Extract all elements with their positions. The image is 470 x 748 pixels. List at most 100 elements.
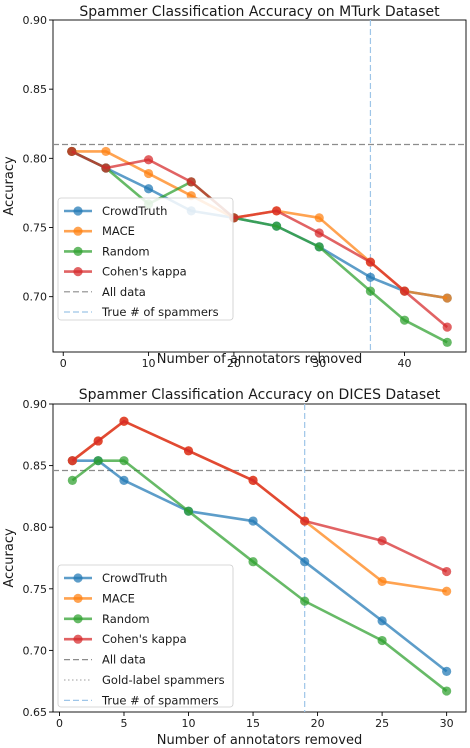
data-point-cohen-s-kappa	[186, 177, 196, 187]
plot-frame	[52, 19, 467, 353]
legend-marker-mace	[73, 593, 83, 604]
series-line-crowdtruth	[72, 459, 448, 673]
x-tick-label: 10	[182, 717, 196, 730]
legend-marker-mace	[73, 226, 83, 236]
legend: CrowdTruth MACE Random Cohen's kappa All dat…	[57, 197, 234, 321]
y-tick-label: 0.90	[23, 14, 48, 27]
legend-label-random: Random	[102, 244, 150, 258]
y-tick-label: 0.80	[23, 521, 48, 534]
x-tick-label: 40	[398, 357, 412, 370]
data-point-cohen-s-kappa	[442, 322, 452, 332]
data-point-random	[442, 337, 452, 347]
x-tick-label: 30	[312, 357, 326, 370]
data-point-cohen-s-kappa	[377, 536, 387, 546]
legend-label-mace: MACE	[102, 224, 135, 238]
data-point-cohen-s-kappa	[93, 436, 103, 446]
data-point-random	[442, 686, 452, 696]
y-tick-label: 0.70	[23, 644, 48, 657]
legend-label-random: Random	[102, 612, 150, 626]
legend-label-true-of-spammers: True # of spammers	[101, 305, 219, 319]
legend-label-crowdtruth: CrowdTruth	[102, 204, 167, 218]
data-point-cohen-s-kappa	[399, 286, 410, 296]
data-point-cohen-s-kappa	[365, 257, 376, 267]
data-point-random	[67, 475, 77, 485]
chart-title: Spammer Classification Accuracy on MTurk…	[79, 4, 440, 20]
data-point-random	[365, 286, 376, 296]
data-point-random	[119, 456, 129, 466]
legend-marker-random	[73, 246, 83, 256]
data-point-cohen-s-kappa	[101, 163, 111, 173]
y-axis-label: Accuracy	[2, 528, 17, 588]
chart-dices: Spammer Classification Accuracy on DICES…	[2, 387, 467, 748]
y-tick-label: 0.75	[23, 222, 48, 235]
data-point-cohen-s-kappa	[314, 228, 324, 238]
legend-label-cohen-s-kappa: Cohen's kappa	[102, 265, 187, 279]
legend-label-all-data: All data	[102, 653, 146, 667]
series-line-random	[71, 150, 448, 344]
data-point-crowdtruth	[365, 272, 376, 282]
legend-box	[57, 197, 234, 321]
legend-marker-cohen-s-kappa	[73, 634, 83, 644]
x-tick-label: 20	[227, 357, 241, 370]
data-point-random	[300, 596, 310, 606]
legend-label-true-of-spammers: True # of spammers	[101, 693, 219, 707]
data-point-crowdtruth	[248, 516, 258, 526]
x-tick-label: 5	[120, 717, 127, 730]
x-tick-label: 25	[375, 717, 389, 730]
x-tick-label: 30	[440, 717, 454, 730]
x-axis-label: Number of annotators removed	[157, 352, 362, 367]
data-point-crowdtruth	[300, 557, 310, 567]
y-tick-label: 0.75	[23, 583, 48, 596]
x-tick-label: 10	[142, 357, 156, 370]
data-point-crowdtruth	[377, 616, 387, 626]
data-point-crowdtruth	[442, 666, 452, 676]
y-tick-label: 0.85	[23, 83, 48, 96]
data-point-cohen-s-kappa	[119, 416, 129, 426]
y-tick-label: 0.85	[23, 460, 48, 473]
x-tick-label: 0	[56, 717, 63, 730]
series-line-cohen-s-kappa	[71, 419, 448, 573]
y-tick-label: 0.70	[23, 291, 48, 304]
data-point-crowdtruth	[119, 475, 129, 485]
legend-marker-crowdtruth	[73, 573, 83, 583]
legend-marker-random	[73, 614, 83, 624]
chart-mturk: Spammer Classification Accuracy on MTurk…	[2, 4, 467, 370]
data-point-mace	[314, 213, 324, 223]
y-axis-label: Accuracy	[2, 156, 17, 216]
data-point-cohen-s-kappa	[248, 475, 258, 485]
data-point-crowdtruth	[143, 184, 154, 194]
data-point-random	[183, 506, 194, 516]
data-point-mace	[442, 293, 452, 303]
x-tick-label: 0	[60, 357, 67, 370]
data-point-cohen-s-kappa	[67, 456, 77, 466]
data-point-mace	[442, 586, 452, 596]
legend: CrowdTruth MACE Random Cohen's kappa All dat…	[57, 564, 234, 707]
y-tick-label: 0.80	[23, 152, 48, 165]
data-point-mace	[101, 146, 111, 157]
data-point-random	[377, 635, 387, 646]
data-point-random	[248, 557, 258, 567]
data-point-mace	[377, 576, 387, 587]
data-point-random	[399, 315, 410, 325]
x-tick-label: 15	[246, 717, 260, 730]
chart-title: Spammer Classification Accuracy on DICES…	[79, 387, 441, 403]
data-point-cohen-s-kappa	[143, 155, 154, 165]
data-point-cohen-s-kappa	[67, 146, 77, 157]
legend-label-crowdtruth: CrowdTruth	[102, 571, 167, 585]
series-line-cohen-s-kappa	[71, 150, 449, 329]
data-point-cohen-s-kappa	[300, 516, 310, 526]
legend-label-mace: MACE	[102, 591, 135, 605]
data-point-cohen-s-kappa	[442, 566, 452, 577]
legend-marker-crowdtruth	[73, 206, 83, 216]
data-point-random	[93, 456, 103, 466]
legend-label-gold-label-spammers: Gold-label spammers	[102, 673, 225, 687]
x-tick-label: 20	[311, 717, 325, 730]
data-point-random	[314, 242, 324, 252]
data-point-random	[271, 221, 282, 231]
data-point-cohen-s-kappa	[271, 206, 282, 216]
x-axis-label: Number of annotators removed	[157, 733, 362, 748]
legend-marker-cohen-s-kappa	[73, 267, 83, 277]
plot-frame	[52, 403, 467, 713]
legend-label-all-data: All data	[102, 285, 146, 299]
